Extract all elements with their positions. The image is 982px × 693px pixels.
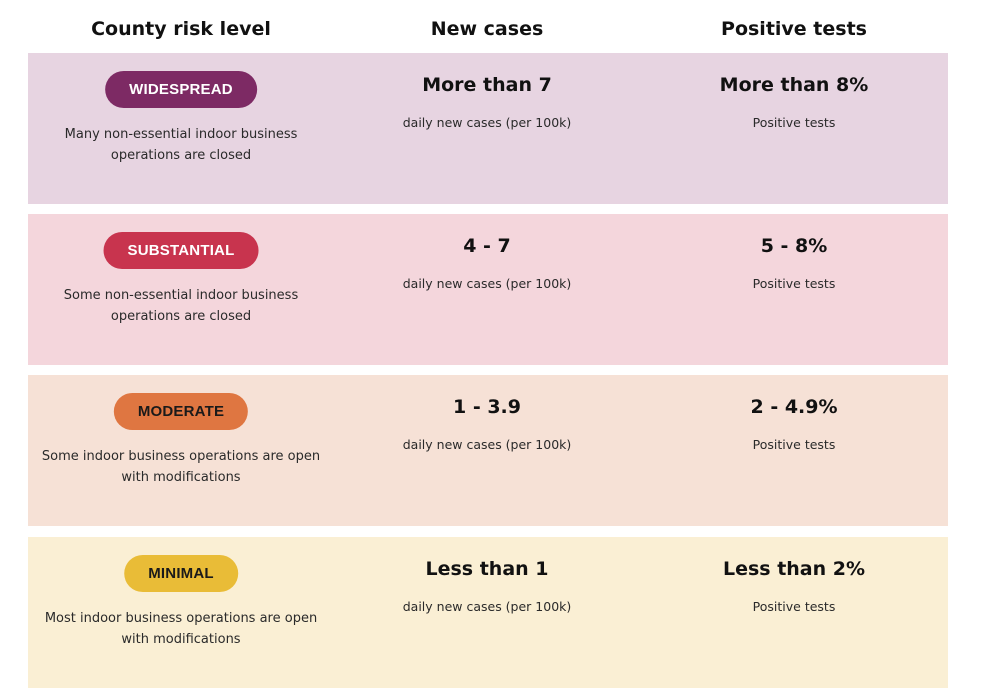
risk-level-cell: WIDESPREAD Many non-essential indoor bus…	[28, 53, 334, 204]
new-cases-cell: Less than 1 daily new cases (per 100k)	[334, 537, 640, 688]
positive-tests-unit: Positive tests	[752, 276, 836, 291]
risk-level-cell: SUBSTANTIAL Some non-essential indoor bu…	[28, 214, 334, 365]
new-cases-cell: 1 - 3.9 daily new cases (per 100k)	[334, 375, 640, 526]
positive-tests-value: 5 - 8%	[760, 235, 828, 257]
positive-tests-cell: Less than 2% Positive tests	[640, 537, 948, 688]
positive-tests-unit: Positive tests	[752, 437, 836, 452]
tier-row-widespread: WIDESPREAD Many non-essential indoor bus…	[28, 53, 948, 204]
new-cases-value: Less than 1	[425, 558, 549, 580]
header-new-cases: New cases	[430, 18, 544, 40]
risk-level-cell: MODERATE Some indoor business operations…	[28, 375, 334, 526]
tier-description: Some non-essential indoor business opera…	[63, 288, 299, 324]
tier-row-minimal: MINIMAL Most indoor business operations …	[28, 537, 948, 688]
new-cases-cell: More than 7 daily new cases (per 100k)	[334, 53, 640, 204]
tier-description: Many non-essential indoor business opera…	[64, 127, 298, 163]
tier-badge-widespread: WIDESPREAD	[105, 71, 257, 108]
positive-tests-cell: More than 8% Positive tests	[640, 53, 948, 204]
tier-badge-minimal: MINIMAL	[124, 555, 238, 592]
new-cases-value: 4 - 7	[463, 235, 511, 257]
new-cases-unit: daily new cases (per 100k)	[402, 276, 572, 291]
header-county-risk-level: County risk level	[91, 18, 271, 40]
new-cases-unit: daily new cases (per 100k)	[402, 437, 572, 452]
tier-description: Some indoor business operations are open…	[41, 449, 321, 485]
tier-description: Most indoor business operations are open…	[44, 611, 318, 647]
positive-tests-unit: Positive tests	[752, 115, 836, 130]
table-header: County risk level New cases Positive tes…	[28, 16, 948, 44]
positive-tests-value: More than 8%	[719, 74, 869, 96]
tier-row-moderate: MODERATE Some indoor business operations…	[28, 375, 948, 526]
positive-tests-cell: 5 - 8% Positive tests	[640, 214, 948, 365]
positive-tests-value: Less than 2%	[722, 558, 866, 580]
tier-badge-substantial: SUBSTANTIAL	[103, 232, 259, 269]
tier-badge-moderate: MODERATE	[113, 393, 249, 430]
positive-tests-value: 2 - 4.9%	[750, 396, 838, 418]
risk-level-cell: MINIMAL Most indoor business operations …	[28, 537, 334, 688]
header-positive-tests: Positive tests	[721, 18, 867, 40]
positive-tests-unit: Positive tests	[752, 599, 836, 614]
new-cases-value: 1 - 3.9	[453, 396, 521, 418]
positive-tests-cell: 2 - 4.9% Positive tests	[640, 375, 948, 526]
new-cases-value: More than 7	[422, 74, 552, 96]
new-cases-cell: 4 - 7 daily new cases (per 100k)	[334, 214, 640, 365]
new-cases-unit: daily new cases (per 100k)	[402, 115, 572, 130]
new-cases-unit: daily new cases (per 100k)	[402, 599, 572, 614]
tier-row-substantial: SUBSTANTIAL Some non-essential indoor bu…	[28, 214, 948, 365]
